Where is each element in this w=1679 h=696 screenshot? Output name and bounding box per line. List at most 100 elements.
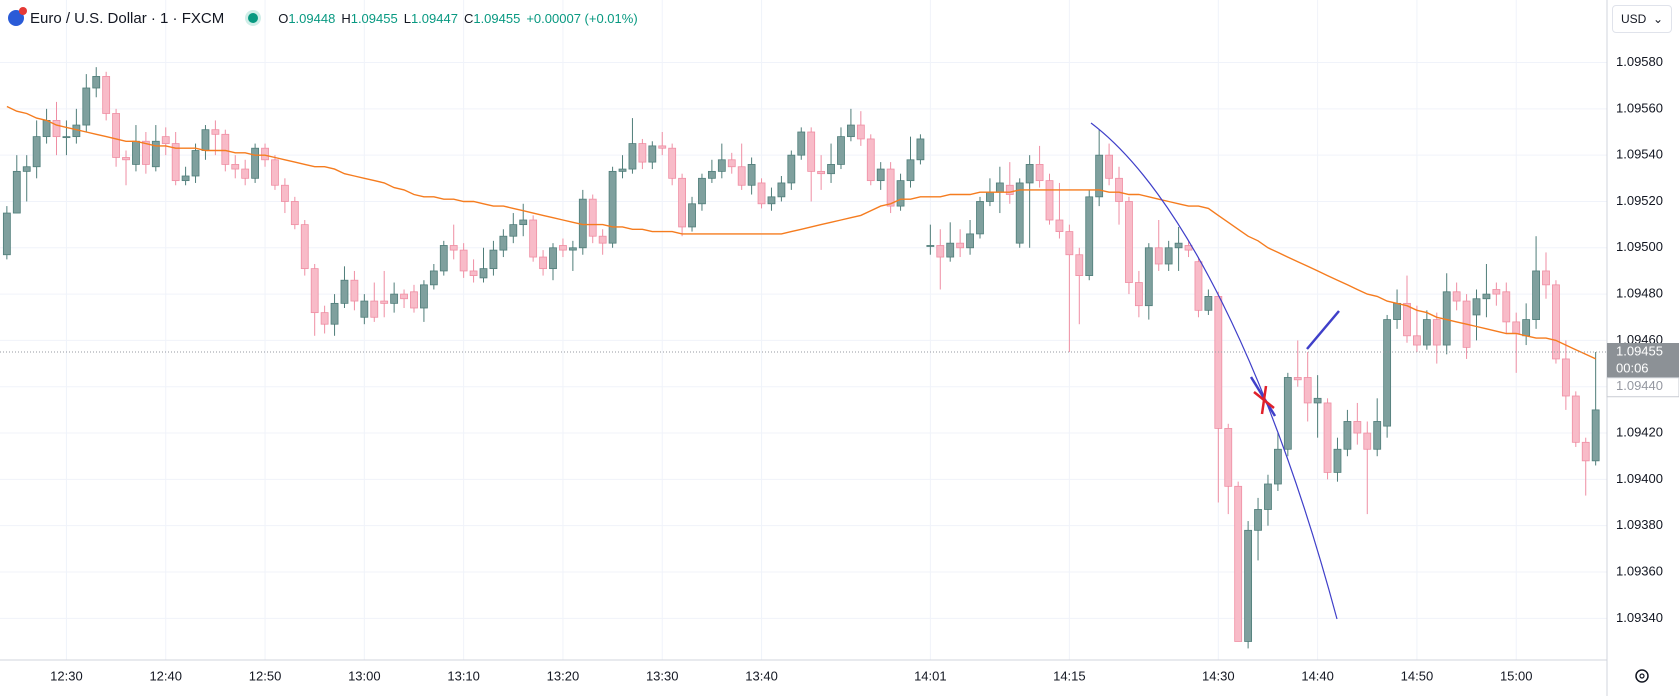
candle-body bbox=[559, 245, 567, 251]
candle-body bbox=[906, 159, 915, 182]
candle-body bbox=[1214, 296, 1223, 429]
candle-body bbox=[747, 164, 756, 186]
candle-body bbox=[261, 147, 269, 161]
drawn-cross[interactable] bbox=[1260, 385, 1268, 415]
candle-body bbox=[449, 245, 458, 251]
candle-body bbox=[1115, 177, 1123, 202]
candle-body bbox=[896, 180, 905, 207]
candle-body bbox=[1303, 377, 1312, 404]
legend: Euro / U.S. Dollar · 1 · FXCM O 1.09448 H… bbox=[8, 6, 638, 30]
candle-body bbox=[400, 293, 408, 300]
candle-body bbox=[1085, 196, 1094, 276]
candle-body bbox=[926, 245, 935, 247]
drawn-line[interactable] bbox=[1249, 376, 1277, 417]
change: +0.00007 (+0.01%) bbox=[526, 10, 638, 26]
candle-body bbox=[1373, 421, 1382, 450]
x-tick-label: 13:20 bbox=[547, 668, 580, 683]
candle-body bbox=[608, 170, 617, 244]
ohlc-value: 1.09455 bbox=[350, 10, 398, 26]
candle-body bbox=[648, 145, 657, 163]
candle-body bbox=[221, 133, 230, 165]
candle-body bbox=[1383, 319, 1392, 427]
candle-body bbox=[42, 120, 51, 138]
candle-body bbox=[807, 131, 816, 172]
candle-body bbox=[2, 212, 11, 256]
x-tick-label: 15:00 bbox=[1500, 668, 1533, 683]
candle-body bbox=[817, 170, 826, 175]
candle-body bbox=[956, 242, 965, 249]
candle-body bbox=[767, 196, 776, 205]
candle-body bbox=[420, 284, 428, 309]
candle-body bbox=[1393, 302, 1401, 320]
candle-body bbox=[717, 159, 726, 172]
settings-gear-core[interactable] bbox=[1639, 673, 1645, 679]
x-tick-label: 12:30 bbox=[50, 668, 83, 683]
candle-body bbox=[360, 300, 369, 318]
settings-icon[interactable] bbox=[1635, 669, 1649, 683]
drawn-curve[interactable] bbox=[1090, 122, 1338, 620]
candle-body bbox=[1224, 428, 1233, 487]
candle-body bbox=[290, 201, 299, 226]
candle-body bbox=[1174, 242, 1183, 249]
x-tick-label: 13:30 bbox=[646, 668, 679, 683]
candle-body bbox=[439, 245, 448, 272]
candle-body bbox=[181, 175, 190, 182]
candle-body bbox=[350, 279, 359, 302]
candle-body bbox=[966, 233, 974, 249]
candle-body bbox=[151, 140, 160, 168]
candle-body bbox=[1552, 284, 1560, 360]
ohlc-key: O bbox=[278, 10, 289, 26]
x-tick-label: 12:50 bbox=[249, 668, 282, 683]
y-tick-label: 1.09480 bbox=[1616, 286, 1663, 301]
candle-body bbox=[886, 168, 895, 207]
x-tick-label: 12:40 bbox=[149, 668, 182, 683]
ohlc-key: L bbox=[403, 10, 411, 26]
candle-body bbox=[161, 136, 170, 144]
x-tick-label: 13:40 bbox=[745, 668, 778, 683]
candle-body bbox=[1532, 270, 1540, 320]
candle-body bbox=[1095, 154, 1104, 198]
last-price-box bbox=[1607, 343, 1679, 379]
ohlc-key: H bbox=[341, 10, 351, 26]
marker-price-label: 1.09440 bbox=[1616, 378, 1663, 393]
candle-body bbox=[598, 235, 607, 244]
candle-body bbox=[1055, 219, 1064, 232]
candle-body bbox=[1293, 377, 1302, 381]
candle-body bbox=[1472, 298, 1481, 316]
candle-body bbox=[827, 164, 835, 175]
candle-body bbox=[727, 159, 736, 168]
candle-body bbox=[539, 256, 547, 270]
candle-body bbox=[1413, 335, 1421, 346]
candle-body bbox=[1333, 448, 1342, 473]
candle-body bbox=[171, 143, 180, 182]
candle-body bbox=[1323, 402, 1332, 473]
candle-body bbox=[847, 124, 855, 138]
marker-price-box bbox=[1606, 377, 1679, 398]
x-tick-label: 14:30 bbox=[1202, 668, 1235, 683]
x-tick-label: 13:00 bbox=[348, 668, 381, 683]
candle-body bbox=[92, 76, 101, 89]
candle-body bbox=[1542, 270, 1550, 286]
candle-body bbox=[1502, 291, 1511, 323]
candle-body bbox=[1125, 201, 1133, 283]
candle-body bbox=[141, 140, 150, 165]
currency-select[interactable]: USD ⌄ bbox=[1612, 5, 1672, 33]
candle-body bbox=[698, 177, 706, 205]
candle-body bbox=[618, 168, 627, 172]
candle-body bbox=[330, 302, 339, 325]
candle-body bbox=[22, 166, 31, 172]
settings-gear[interactable] bbox=[1635, 669, 1649, 683]
symbol-title[interactable]: Euro / U.S. Dollar · 1 · FXCM bbox=[30, 9, 225, 27]
drawn-line[interactable] bbox=[1306, 310, 1340, 350]
candle-body bbox=[499, 235, 508, 251]
candle-body bbox=[1144, 247, 1153, 307]
candle-body bbox=[1075, 254, 1084, 276]
candle-body bbox=[1432, 319, 1441, 346]
x-tick-label: 14:40 bbox=[1301, 668, 1334, 683]
candle-body bbox=[837, 136, 845, 165]
candle-body bbox=[251, 147, 260, 179]
ohlc-value: 1.09448 bbox=[288, 10, 336, 26]
candle-body bbox=[52, 120, 61, 138]
